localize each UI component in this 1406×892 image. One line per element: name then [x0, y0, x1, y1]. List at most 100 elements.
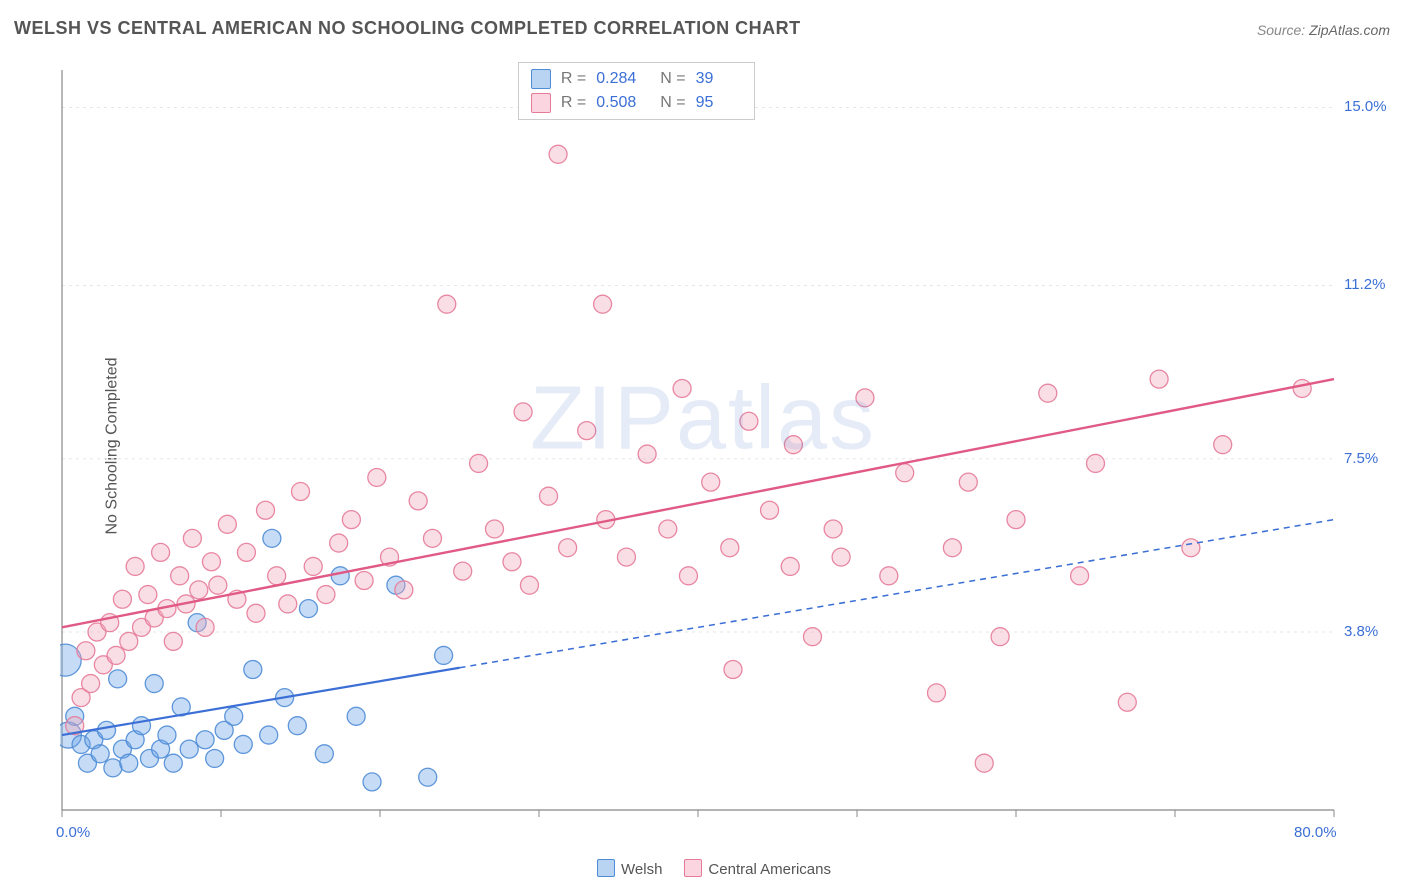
- stat-r-label: R =: [561, 70, 586, 88]
- scatter-point: [120, 754, 138, 772]
- scatter-point: [363, 773, 381, 791]
- scatter-point: [1087, 454, 1105, 472]
- plot-area: [60, 60, 1336, 832]
- source-prefix: Source:: [1257, 22, 1309, 38]
- scatter-point: [342, 511, 360, 529]
- scatter-point: [1214, 436, 1232, 454]
- scatter-point: [928, 684, 946, 702]
- scatter-point: [1293, 379, 1311, 397]
- scatter-point: [856, 389, 874, 407]
- scatter-point: [190, 581, 208, 599]
- legend-label: Welsh: [621, 861, 662, 878]
- stat-legend-row: R = 0.284 N = 39: [519, 67, 754, 91]
- scatter-point: [244, 660, 262, 678]
- scatter-point: [257, 501, 275, 519]
- scatter-point: [1071, 567, 1089, 585]
- source-attribution: Source: ZipAtlas.com: [1257, 22, 1390, 38]
- scatter-point: [196, 618, 214, 636]
- correlation-legend: R = 0.284 N = 39 R =0.508N =95: [518, 62, 755, 120]
- scatter-point: [1039, 384, 1057, 402]
- scatter-point: [423, 529, 441, 547]
- scatter-point: [317, 586, 335, 604]
- scatter-point: [721, 539, 739, 557]
- scatter-point: [520, 576, 538, 594]
- scatter-point: [234, 735, 252, 753]
- scatter-point: [578, 422, 596, 440]
- scatter-point: [943, 539, 961, 557]
- scatter-point: [171, 567, 189, 585]
- legend-swatch: [684, 859, 702, 877]
- legend-swatch: [531, 93, 551, 113]
- scatter-point: [824, 520, 842, 538]
- scatter-point: [206, 749, 224, 767]
- scatter-point: [435, 646, 453, 664]
- series-legend: WelshCentral Americans: [0, 859, 1406, 878]
- scatter-point: [247, 604, 265, 622]
- legend-swatch: [597, 859, 615, 877]
- scatter-point: [419, 768, 437, 786]
- chart-title: WELSH VS CENTRAL AMERICAN NO SCHOOLING C…: [14, 18, 801, 39]
- scatter-point: [438, 295, 456, 313]
- scatter-point: [702, 473, 720, 491]
- stat-r-value: 0.284: [596, 70, 642, 88]
- scatter-point: [164, 632, 182, 650]
- source-name: ZipAtlas.com: [1309, 22, 1390, 38]
- scatter-point: [347, 707, 365, 725]
- scatter-point: [1150, 370, 1168, 388]
- scatter-point: [673, 379, 691, 397]
- scatter-point: [196, 731, 214, 749]
- scatter-point: [331, 567, 349, 585]
- scatter-point: [559, 539, 577, 557]
- scatter-point: [260, 726, 278, 744]
- y-tick-label: 3.8%: [1344, 623, 1378, 640]
- x-tick-label: 0.0%: [56, 824, 90, 841]
- scatter-point: [133, 717, 151, 735]
- scatter-point: [549, 145, 567, 163]
- scatter-point: [740, 412, 758, 430]
- stat-n-label: N =: [660, 70, 685, 88]
- y-tick-label: 15.0%: [1344, 98, 1387, 115]
- scatter-point: [263, 529, 281, 547]
- scatter-point: [225, 707, 243, 725]
- y-tick-label: 11.2%: [1344, 276, 1385, 293]
- scatter-point: [803, 628, 821, 646]
- scatter-point: [120, 632, 138, 650]
- stat-n-value: 95: [696, 94, 742, 112]
- scatter-point: [315, 745, 333, 763]
- scatter-point: [959, 473, 977, 491]
- scatter-point: [202, 553, 220, 571]
- scatter-point: [91, 745, 109, 763]
- scatter-point: [832, 548, 850, 566]
- trend-line-extrapolated: [460, 520, 1335, 668]
- stat-r-value: 0.508: [596, 94, 642, 112]
- scatter-point: [503, 553, 521, 571]
- scatter-point: [279, 595, 297, 613]
- trend-line: [62, 379, 1334, 627]
- scatter-point: [237, 543, 255, 561]
- scatter-point: [218, 515, 236, 533]
- scatter-point: [485, 520, 503, 538]
- scatter-point: [395, 581, 413, 599]
- stat-legend-row: R =0.508N =95: [519, 91, 754, 115]
- scatter-point: [784, 436, 802, 454]
- scatter-point: [761, 501, 779, 519]
- scatter-point: [180, 740, 198, 758]
- scatter-point: [991, 628, 1009, 646]
- scatter-point: [781, 557, 799, 575]
- scatter-point: [107, 646, 125, 664]
- stat-n-value: 39: [696, 70, 742, 88]
- scatter-point: [109, 670, 127, 688]
- scatter-point: [1007, 511, 1025, 529]
- scatter-point: [409, 492, 427, 510]
- scatter-point: [77, 642, 95, 660]
- scatter-point: [104, 759, 122, 777]
- scatter-point: [896, 464, 914, 482]
- scatter-point: [975, 754, 993, 772]
- scatter-point: [617, 548, 635, 566]
- scatter-point: [113, 590, 131, 608]
- scatter-point: [292, 483, 310, 501]
- scatter-point: [368, 468, 386, 486]
- scatter-point: [724, 660, 742, 678]
- scatter-point: [679, 567, 697, 585]
- scatter-point: [304, 557, 322, 575]
